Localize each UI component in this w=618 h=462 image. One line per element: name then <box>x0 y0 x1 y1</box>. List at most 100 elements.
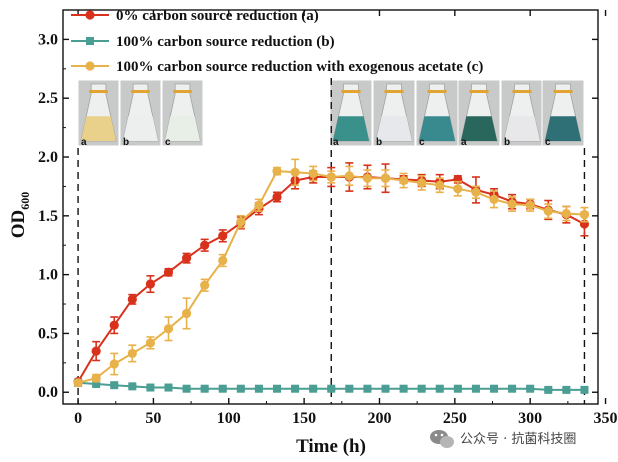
data-point <box>236 384 245 393</box>
data-point <box>417 178 427 188</box>
flask-liquid <box>375 116 413 141</box>
data-point <box>181 308 192 319</box>
legend-marker <box>86 37 94 45</box>
y-tick-label: 0.0 <box>38 384 58 401</box>
legend-label: 100% carbon source reduction (b) <box>116 34 335 50</box>
series-3 <box>73 158 590 388</box>
data-point <box>345 384 354 393</box>
y-axis-title: OD <box>8 210 29 239</box>
data-point <box>92 380 101 389</box>
photo-group-left: a b c <box>77 79 204 148</box>
flask-band <box>553 90 573 93</box>
data-point <box>182 384 191 393</box>
data-point <box>543 206 553 216</box>
data-point <box>254 200 264 210</box>
data-point <box>272 192 282 202</box>
data-point <box>363 384 372 393</box>
photo-letter: a <box>81 137 87 148</box>
axes: 0 50 100 150 200 250 300 350 0.0 0.5 1.0 1.5 2.0 2.5 3… <box>38 9 618 427</box>
watermark-text: 公众号 · 抗菌科技圈 <box>460 432 576 447</box>
y-tick-label: 3.0 <box>38 31 58 48</box>
data-point <box>109 359 119 369</box>
y-tick-label: 1.0 <box>38 267 58 284</box>
data-point <box>218 231 228 241</box>
data-point <box>309 384 318 393</box>
wechat-icon <box>430 430 454 448</box>
flask-band <box>89 90 108 93</box>
data-point <box>73 378 83 388</box>
data-point <box>254 384 263 393</box>
data-point <box>200 384 209 393</box>
data-point <box>163 267 174 277</box>
data-point <box>490 384 499 393</box>
y-tick-label: 2.5 <box>38 90 58 107</box>
series-line <box>77 176 585 383</box>
flask-liquid <box>544 116 582 141</box>
data-point <box>562 385 571 394</box>
data-point <box>435 384 444 393</box>
photo-letter: b <box>376 137 382 148</box>
data-point <box>145 338 156 348</box>
flask-liquid <box>122 116 159 141</box>
y-tick-label: 1.5 <box>38 208 58 225</box>
data-point <box>127 348 137 359</box>
flask-liquid <box>503 116 541 141</box>
photo-letter: a <box>461 137 467 148</box>
data-point <box>362 173 373 183</box>
x-axis-title: Time (h) <box>296 436 366 457</box>
data-point <box>471 187 481 197</box>
data-point <box>398 175 409 186</box>
photo-letter: b <box>123 137 129 148</box>
data-series <box>73 158 590 394</box>
x-tick-label: 250 <box>443 410 467 427</box>
flask-band <box>173 90 192 93</box>
data-point <box>290 167 300 177</box>
legend-marker <box>85 10 95 20</box>
legend-item-1: 0% carbon source reduction (a) <box>71 8 319 24</box>
data-point <box>507 199 517 209</box>
data-point <box>236 217 246 227</box>
data-point <box>218 384 227 393</box>
x-tick-label: 200 <box>367 410 391 427</box>
data-point <box>110 381 119 390</box>
data-point <box>326 172 336 182</box>
flask-band <box>469 90 489 93</box>
data-point <box>91 346 101 356</box>
plot-frame <box>62 9 599 405</box>
data-point <box>109 320 119 330</box>
data-point <box>435 180 445 190</box>
photo-letter: b <box>504 137 510 148</box>
x-tick-label: 150 <box>292 410 316 427</box>
data-point <box>181 253 192 263</box>
data-point <box>128 382 137 391</box>
flask-liquid <box>460 116 498 141</box>
data-point <box>327 384 336 393</box>
flask-band <box>341 90 361 93</box>
photo-letter: a <box>333 137 339 148</box>
legend-item-3: 100% carbon source reduction with exogen… <box>71 59 483 75</box>
data-point <box>544 385 553 394</box>
data-point <box>381 384 390 393</box>
data-point <box>344 171 354 181</box>
data-point <box>291 384 300 393</box>
data-point <box>561 208 571 219</box>
x-tick-label: 50 <box>145 410 161 427</box>
legend: 0% carbon source reduction (a) 100% carbo… <box>71 8 483 75</box>
data-point <box>164 383 173 392</box>
data-point <box>453 184 463 194</box>
flask-liquid <box>80 116 117 141</box>
data-point <box>200 280 210 290</box>
data-point <box>525 200 535 210</box>
data-point <box>399 384 408 393</box>
data-point <box>417 384 426 393</box>
data-point <box>218 255 228 266</box>
data-point <box>471 384 480 393</box>
photo-letter: c <box>165 137 171 148</box>
watermark: 公众号 · 抗菌科技圈 <box>430 430 576 448</box>
legend-label: 100% carbon source reduction with exogen… <box>116 59 483 75</box>
legend-marker <box>85 61 95 71</box>
x-tick-label: 0 <box>74 410 82 427</box>
